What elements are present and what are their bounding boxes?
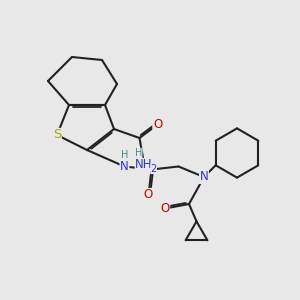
Text: H: H <box>121 150 128 160</box>
Text: N: N <box>200 170 208 184</box>
Text: O: O <box>144 188 153 202</box>
Text: N: N <box>120 160 129 173</box>
Text: O: O <box>153 118 162 131</box>
Text: NH: NH <box>135 158 153 172</box>
Text: S: S <box>53 128 61 142</box>
Text: 2: 2 <box>151 164 157 174</box>
Text: O: O <box>160 202 169 215</box>
Text: H: H <box>135 148 142 158</box>
